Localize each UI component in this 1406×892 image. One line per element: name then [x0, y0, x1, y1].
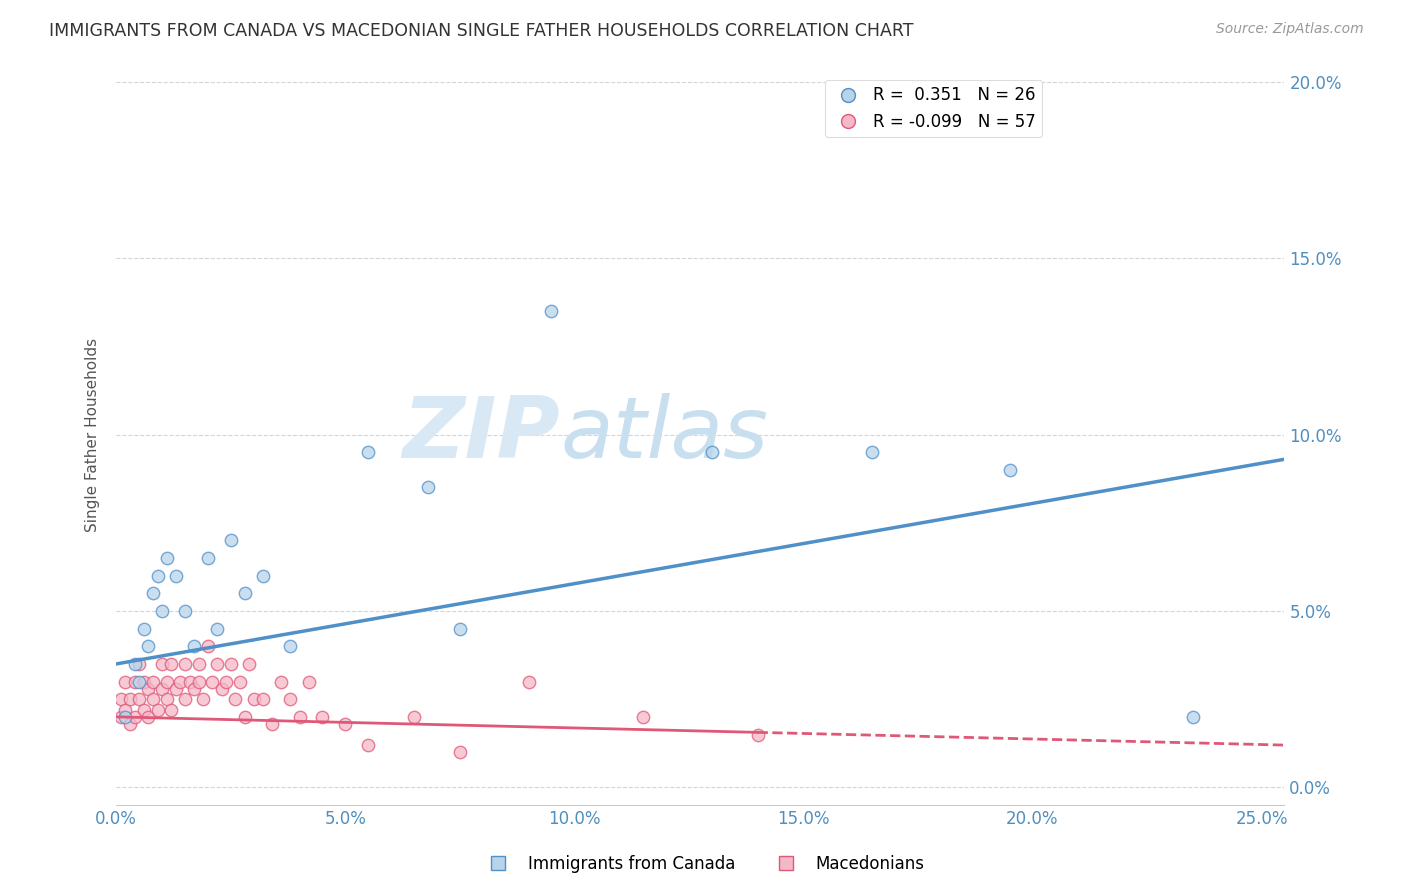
- Legend: Immigrants from Canada, Macedonians: Immigrants from Canada, Macedonians: [475, 848, 931, 880]
- Point: [998, 463, 1021, 477]
- Point: [205, 622, 228, 636]
- Point: [124, 710, 146, 724]
- Point: [118, 717, 141, 731]
- Point: [229, 674, 252, 689]
- Point: [156, 692, 179, 706]
- Text: atlas: atlas: [560, 393, 768, 476]
- Point: [128, 674, 150, 689]
- Point: [238, 657, 260, 671]
- Point: [219, 657, 242, 671]
- Point: [142, 692, 165, 706]
- Point: [260, 717, 283, 731]
- Point: [540, 304, 562, 318]
- Point: [110, 710, 132, 724]
- Point: [142, 586, 165, 600]
- Point: [860, 445, 883, 459]
- Point: [416, 481, 439, 495]
- Point: [402, 710, 425, 724]
- Point: [150, 657, 173, 671]
- Point: [179, 674, 201, 689]
- Point: [197, 640, 219, 654]
- Point: [205, 657, 228, 671]
- Point: [215, 674, 238, 689]
- Point: [288, 710, 311, 724]
- Point: [142, 674, 165, 689]
- Point: [211, 681, 233, 696]
- Point: [165, 681, 187, 696]
- Text: ZIP: ZIP: [402, 393, 560, 476]
- Point: [187, 674, 209, 689]
- Point: [138, 681, 160, 696]
- Point: [747, 727, 769, 741]
- Point: [517, 674, 540, 689]
- Legend: R =  0.351   N = 26, R = -0.099   N = 57: R = 0.351 N = 26, R = -0.099 N = 57: [825, 79, 1042, 137]
- Point: [138, 710, 160, 724]
- Point: [165, 568, 187, 582]
- Point: [270, 674, 292, 689]
- Point: [631, 710, 654, 724]
- Point: [132, 674, 155, 689]
- Point: [132, 622, 155, 636]
- Point: [146, 568, 169, 582]
- Point: [150, 681, 173, 696]
- Point: [183, 640, 205, 654]
- Point: [138, 640, 160, 654]
- Point: [169, 674, 191, 689]
- Point: [156, 674, 179, 689]
- Text: Source: ZipAtlas.com: Source: ZipAtlas.com: [1216, 22, 1364, 37]
- Point: [128, 692, 150, 706]
- Point: [160, 657, 183, 671]
- Point: [252, 692, 274, 706]
- Point: [156, 551, 179, 566]
- Point: [118, 692, 141, 706]
- Point: [252, 568, 274, 582]
- Point: [357, 738, 380, 752]
- Point: [201, 674, 224, 689]
- Point: [150, 604, 173, 618]
- Point: [124, 657, 146, 671]
- Point: [187, 657, 209, 671]
- Point: [449, 745, 471, 759]
- Point: [311, 710, 333, 724]
- Point: [183, 681, 205, 696]
- Point: [224, 692, 246, 706]
- Point: [124, 674, 146, 689]
- Point: [233, 586, 256, 600]
- Point: [193, 692, 215, 706]
- Point: [110, 692, 132, 706]
- Point: [219, 533, 242, 548]
- Point: [114, 710, 136, 724]
- Point: [298, 674, 321, 689]
- Point: [146, 703, 169, 717]
- Point: [197, 551, 219, 566]
- Point: [280, 692, 302, 706]
- Point: [335, 717, 357, 731]
- Point: [357, 445, 380, 459]
- Point: [174, 604, 197, 618]
- Point: [174, 692, 197, 706]
- Point: [233, 710, 256, 724]
- Point: [114, 674, 136, 689]
- Text: IMMIGRANTS FROM CANADA VS MACEDONIAN SINGLE FATHER HOUSEHOLDS CORRELATION CHART: IMMIGRANTS FROM CANADA VS MACEDONIAN SIN…: [49, 22, 914, 40]
- Point: [128, 657, 150, 671]
- Point: [280, 640, 302, 654]
- Point: [1181, 710, 1204, 724]
- Y-axis label: Single Father Households: Single Father Households: [86, 337, 100, 532]
- Point: [132, 703, 155, 717]
- Point: [160, 703, 183, 717]
- Point: [242, 692, 264, 706]
- Point: [700, 445, 723, 459]
- Point: [174, 657, 197, 671]
- Point: [449, 622, 471, 636]
- Point: [114, 703, 136, 717]
